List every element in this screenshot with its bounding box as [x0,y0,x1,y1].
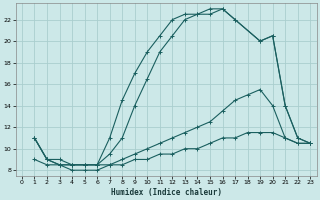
X-axis label: Humidex (Indice chaleur): Humidex (Indice chaleur) [111,188,221,197]
